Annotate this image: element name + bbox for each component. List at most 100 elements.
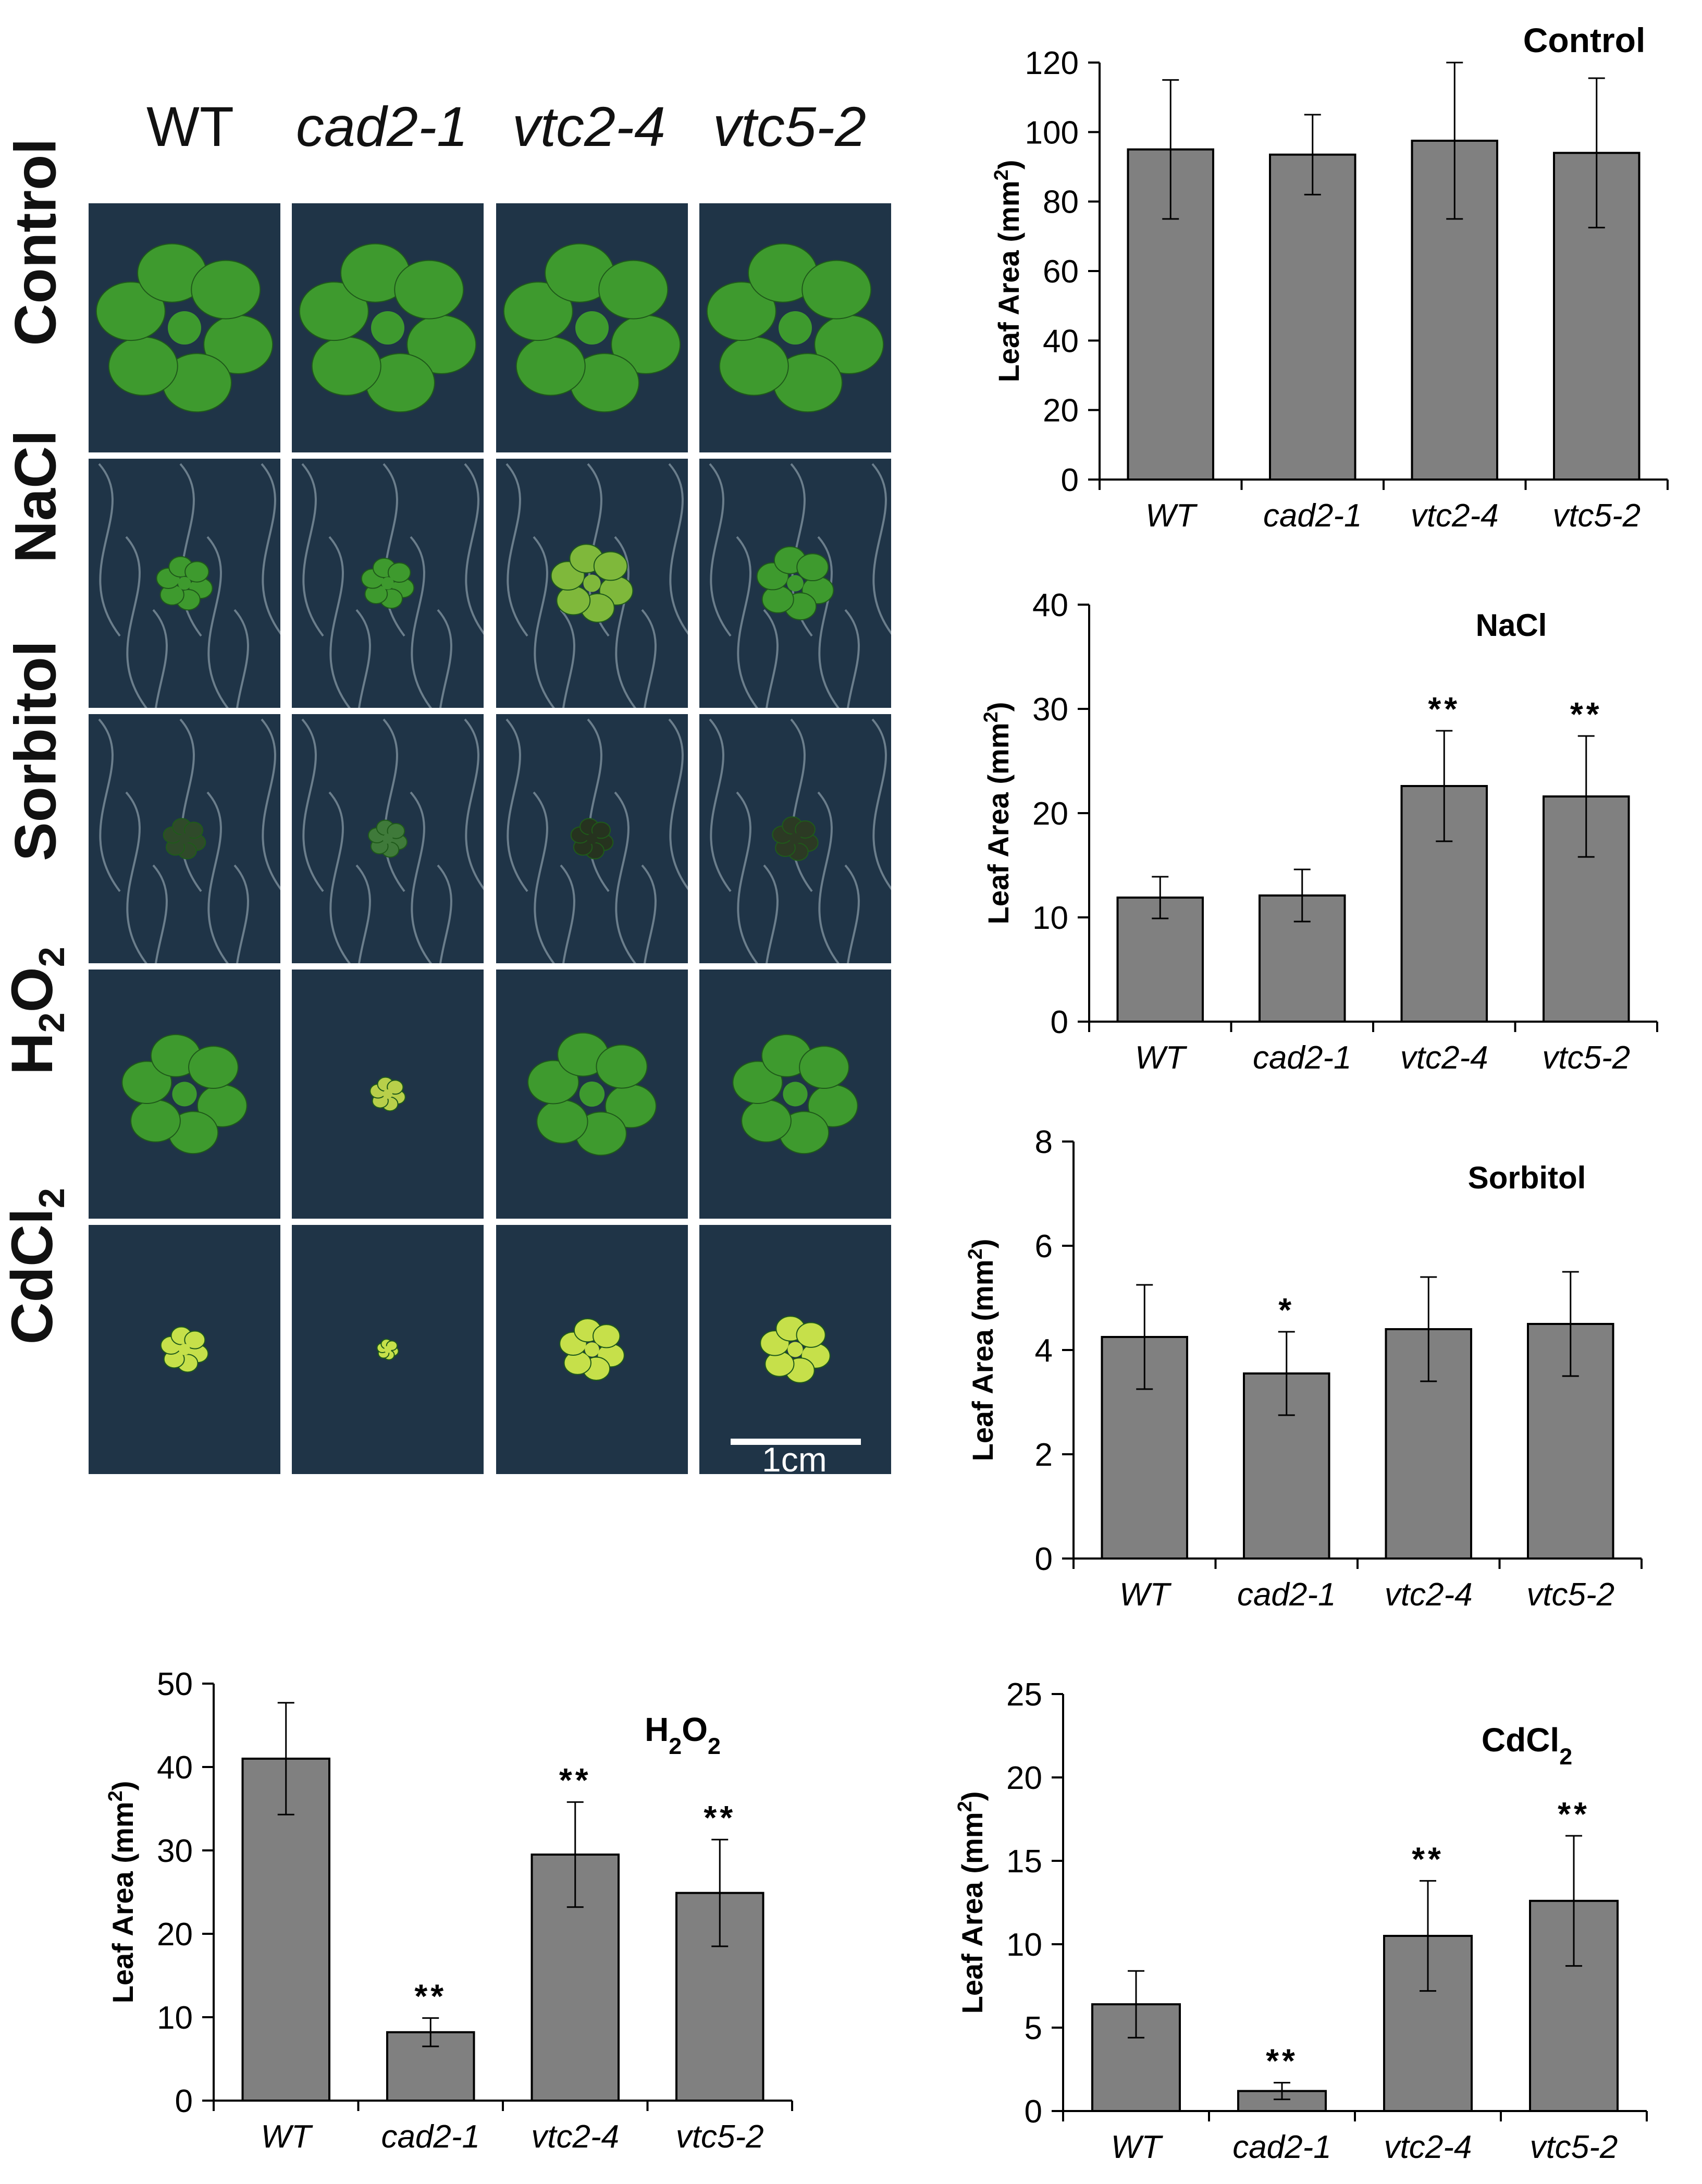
y-axis-label: Leaf Area (mm2) [991,160,1025,383]
y-tick-label: 0 [1025,2094,1042,2130]
leaf [795,820,816,839]
significance-marker: ** [1558,1795,1590,1833]
y-tick-label: 5 [1025,2010,1042,2046]
seedling-photo-tile [292,459,484,708]
root-strand [410,536,433,708]
chart-title: Sorbitol [1468,1160,1586,1195]
seedling-photo-tile [699,459,891,708]
x-tick-label: vtc5-2 [1530,2129,1618,2165]
y-tick-label: 120 [1025,45,1079,81]
x-tick-label: vtc5-2 [1526,1577,1614,1613]
chart-title-text: O [682,1711,708,1748]
root-strand [817,791,840,963]
root-strand [383,463,405,637]
chart-title-text: H [645,1711,669,1748]
x-tick-label: vtc5-2 [1552,498,1641,534]
rosette-center [787,1342,803,1357]
root-strand [614,791,637,963]
y-axis-label-text: Leaf Area (mm [966,1259,999,1461]
rosette-center [384,1346,391,1353]
column-header-vtc5-2: vtc5-2 [712,95,867,158]
x-tick-label: WT [1145,498,1198,534]
root-strand [410,791,433,963]
y-axis-label-text: Leaf Area (mm [992,180,1025,382]
y-axis-label-superscript: 2 [965,1248,986,1259]
root-strand [790,718,813,892]
y-axis-label-text: Leaf Area (mm [106,1801,139,2003]
rosette-center [583,574,601,592]
chart-title-text: CdCl [1482,1721,1559,1759]
leaf [184,561,209,583]
root-strand [464,463,484,635]
row-label-sorbitol: Sorbitol [3,640,68,862]
root-strand [668,718,688,890]
y-tick-label: 80 [1043,185,1079,220]
significance-marker: ** [1412,1840,1444,1878]
leaf [741,1099,792,1143]
rosette-center [172,1082,197,1107]
y-tick-label: 8 [1035,1126,1053,1160]
y-axis-label-superscript: 2 [991,169,1013,180]
x-tick-label: WT [1119,1577,1172,1613]
root-strand [301,718,324,892]
root-strand [98,463,121,637]
chart-title: H2O2 [645,1711,721,1759]
seedling-photo-tile [89,1225,280,1474]
root-strand [233,609,249,708]
x-tick-label: WT [1135,1040,1188,1076]
leaf [188,1046,239,1089]
rosette-center [371,311,404,345]
leaf [796,553,829,582]
x-tick-label: vtc5-2 [676,2119,764,2155]
root-strand [614,536,637,708]
chart-title: Control [1523,21,1646,59]
significance-marker: * [1278,1291,1294,1329]
seedling-photo-tile [699,714,891,963]
root-strand [560,864,575,963]
root-strand [560,609,575,708]
rosette-center [179,833,190,844]
root-strand [152,864,168,963]
y-axis-label: Leaf Area (mm2) [965,1239,999,1462]
seedling-photo-tile [496,714,688,963]
leaf [719,336,789,396]
root-strand [817,536,840,708]
root-strand [437,864,452,963]
row-label-control: Control [3,138,68,346]
leaf [761,585,794,614]
y-tick-label: 10 [1032,900,1068,936]
root-strand [505,463,528,637]
leaf [387,1079,404,1095]
chart-h2o2: 01020304050WT**cad2-1**vtc2-4**vtc5-2H2O… [105,1666,793,2155]
rosette-center [783,1082,808,1107]
chart-title: NaCl [1476,608,1547,643]
x-tick-label: cad2-1 [381,2119,480,2155]
y-tick-label: 0 [1051,1004,1068,1040]
y-axis-label: Leaf Area (mm2) [980,702,1015,925]
leaf [536,1099,588,1144]
y-tick-label: 20 [1006,1760,1042,1796]
seedling-photo-tile [292,970,484,1219]
root-strand [736,536,759,708]
leaf [556,585,591,616]
chart-nacl: 0 10 20 30 40 WT cad2-1 ** vtc2-4 ** vtc5-2 NaCl Lea… [980,587,1658,1076]
y-tick-label: 50 [157,1666,193,1702]
y-axis-label-superscript: 2 [980,711,1002,722]
seedling-photo-tile [699,203,891,452]
chart-title-text: Control [1523,21,1646,59]
rosette-center [383,1089,393,1099]
leaf [593,1324,621,1348]
x-tick-label: vtc2-4 [1385,1577,1473,1613]
column-header-wt: WT [146,95,234,158]
column-header-vtc2-4: vtc2-4 [512,95,666,158]
seedling-photo-tile [89,970,280,1219]
rosette-center [168,311,201,345]
chart-title-subscript: 2 [669,1733,682,1759]
bar [241,1758,330,2102]
x-tick-label: vtc2-4 [531,2119,619,2155]
y-tick-label: 40 [1032,587,1068,623]
leaf [515,336,586,396]
root-strand [533,536,556,708]
chart-sorbitol: 0 2 4 6 8 WT * cad2-1 vtc2-4 vtc5-2 Sorbitol Leaf A… [965,1126,1643,1613]
root-strand [206,791,229,963]
